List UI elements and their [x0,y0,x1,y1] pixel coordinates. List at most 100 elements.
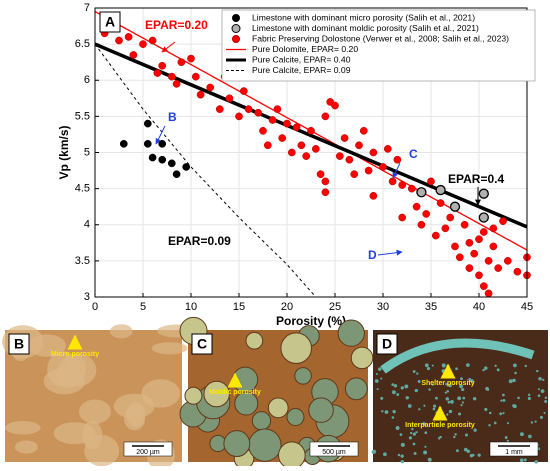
speck [493,421,497,425]
speck [381,410,384,413]
speck [400,460,404,464]
speck [502,411,505,415]
speck [506,439,509,442]
speck [453,435,456,439]
speck [512,378,516,383]
speck [502,393,505,397]
data-point [283,119,291,128]
data-point [484,257,493,265]
data-point [475,235,483,244]
speck [410,431,413,435]
speck [514,371,517,375]
data-point [340,134,349,142]
speck [494,364,497,368]
scale-label: 200 µm [136,449,160,456]
data-point [143,119,152,128]
y-tick-label: 5 [84,146,90,158]
data-point [206,83,215,92]
speck [460,377,463,381]
data-point [148,36,157,45]
speck [424,363,429,368]
grain [151,342,188,355]
speck [538,376,542,381]
speck [506,422,510,425]
data-point [335,152,344,160]
data-point [268,116,277,124]
speck [534,420,537,423]
speck [536,369,539,373]
speck [371,450,375,454]
data-point [177,58,186,67]
mold [337,319,365,347]
data-point [412,202,421,211]
data-point [369,148,378,157]
speck [426,366,431,371]
y-tick-label: 3 [84,291,90,303]
mold [344,377,368,401]
plot-frame [94,7,528,298]
speck [527,396,531,401]
y-tick-label: 7 [84,2,90,14]
x-tick-label: 5 [140,301,146,313]
legend-label: Pure Calcite, EPAR= 0.40 [252,54,351,64]
data-point [478,188,489,199]
data-point [153,69,162,77]
speck [462,396,466,400]
annotation: EPAR=0.20 [145,18,208,32]
speck [424,431,428,435]
speck [458,412,462,416]
annotation-arrow [392,162,401,179]
grain [14,440,38,454]
data-point [431,231,440,240]
data-point [479,282,488,291]
annotation: C [409,147,418,161]
speck [512,404,515,407]
data-point [398,181,407,189]
x-tick-label: 35 [425,301,437,313]
grain [28,334,66,358]
speck [448,409,453,414]
grain [82,420,103,450]
speck [488,424,491,427]
data-point [143,139,152,148]
speck [412,432,416,436]
data-point [479,228,488,236]
annotation: EPAR=0.4 [448,172,504,186]
speck [470,379,474,383]
panel-label-box [8,333,30,355]
data-point [167,72,176,81]
data-point [278,134,287,142]
data-point [158,139,167,148]
data-point [379,163,387,171]
speck [523,458,527,462]
note: Shelter porosity [421,380,474,387]
speck [540,389,545,394]
data-point [489,224,498,233]
speck [417,380,421,383]
data-point [129,51,138,59]
speck [404,384,409,389]
panel-label-box [376,333,398,355]
speck [466,363,470,367]
data-point [191,72,200,81]
speck [395,426,400,430]
data-point [244,105,253,114]
speck [445,397,450,401]
mold [280,332,312,364]
speck [457,396,462,401]
speck [435,396,438,400]
speck [422,422,426,426]
data-point [263,141,272,150]
speck [427,457,432,462]
model-line [94,43,317,298]
mold [203,380,230,408]
speck [375,372,378,376]
data-point [388,177,397,186]
legend-label: Limestone with dominant moldic porosity … [252,23,479,33]
data-point [321,188,330,197]
legend-label: Fabric Preserving Dolostone (Verwer et a… [252,33,509,43]
speck [392,409,396,414]
speck [444,391,447,394]
panel-label: B [14,336,24,352]
